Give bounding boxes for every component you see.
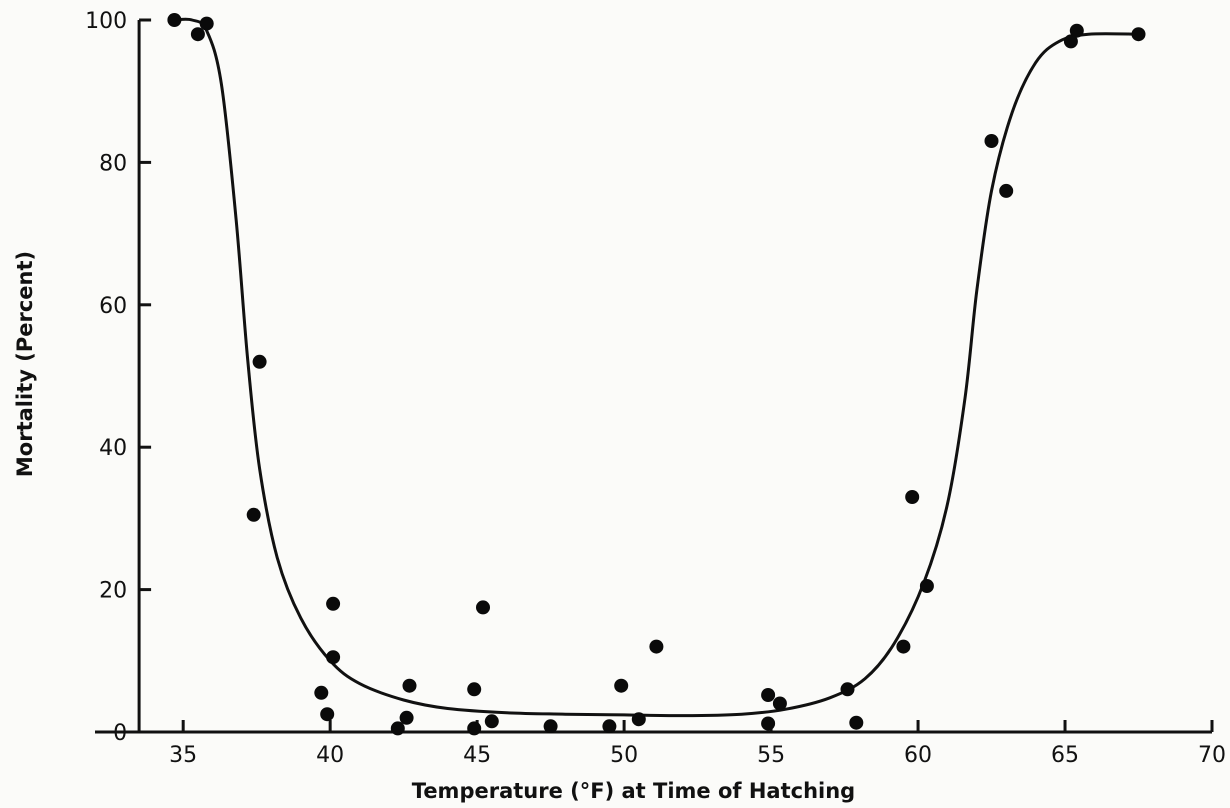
- data-point: [905, 490, 920, 504]
- data-points: [167, 13, 1146, 736]
- y-ticks: 0 20 40 60 80 100: [85, 9, 152, 746]
- data-point: [390, 721, 405, 736]
- y-tick-label: 0: [113, 721, 127, 746]
- data-point: [984, 134, 999, 148]
- data-point: [484, 714, 499, 729]
- data-point: [467, 682, 482, 697]
- data-point: [402, 678, 417, 693]
- y-tick-label: 80: [99, 151, 127, 176]
- fitted-curve: [174, 17, 1139, 718]
- data-point: [999, 183, 1014, 198]
- y-tick-label: 100: [85, 9, 127, 34]
- x-tick-label: 65: [1051, 743, 1079, 768]
- data-point: [1131, 27, 1146, 42]
- data-point: [246, 507, 261, 522]
- data-point: [602, 719, 617, 734]
- data-point: [761, 716, 776, 731]
- data-point: [476, 600, 490, 615]
- data-point: [919, 579, 934, 593]
- x-axis-title: Temperature (°F) at Time of Hatching: [412, 779, 855, 803]
- x-tick-label: 50: [610, 743, 638, 768]
- data-point: [1069, 23, 1084, 38]
- y-tick-label: 20: [99, 579, 127, 604]
- data-point: [326, 650, 341, 665]
- x-tick-label: 70: [1198, 743, 1226, 768]
- axes: [95, 20, 1212, 734]
- data-point: [167, 13, 182, 27]
- data-point: [631, 712, 646, 727]
- x-tick-label: 55: [757, 743, 785, 768]
- data-point: [199, 16, 214, 31]
- data-point: [1063, 34, 1078, 49]
- data-point: [252, 354, 267, 369]
- data-point: [190, 27, 205, 42]
- data-point: [467, 721, 482, 736]
- y-tick-label: 60: [99, 294, 127, 319]
- y-axis-title: Mortality (Percent): [13, 251, 37, 477]
- data-point: [849, 715, 864, 730]
- data-point: [649, 639, 664, 654]
- x-ticks: 35 40 45 50 55 60 65 70: [169, 720, 1226, 768]
- data-point: [399, 710, 414, 725]
- data-point: [320, 707, 335, 722]
- data-point: [614, 678, 629, 693]
- y-tick-label: 40: [99, 436, 127, 461]
- data-point: [326, 596, 341, 611]
- data-point: [543, 719, 558, 734]
- data-point: [840, 682, 855, 697]
- data-point: [314, 685, 329, 700]
- x-tick-label: 45: [463, 743, 491, 768]
- x-tick-label: 35: [169, 743, 197, 768]
- data-point: [772, 696, 787, 711]
- x-tick-label: 60: [904, 743, 932, 768]
- x-tick-label: 40: [316, 743, 344, 768]
- data-point: [896, 639, 911, 654]
- data-point: [761, 688, 776, 702]
